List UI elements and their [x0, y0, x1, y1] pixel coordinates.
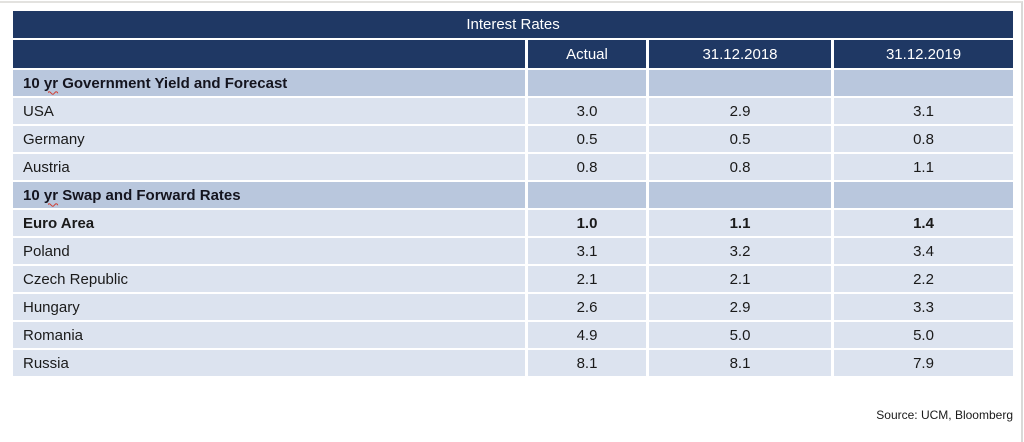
table-row-poland: Poland 3.1 3.2 3.4 [13, 238, 1014, 264]
cell-value: 2.9 [649, 294, 831, 320]
cell-value [834, 182, 1014, 208]
cell-value: 2.1 [528, 266, 646, 292]
table-row-romania: Romania 4.9 5.0 5.0 [13, 322, 1014, 348]
section-row-swap-forward: 10 yr Swap and Forward Rates [13, 182, 1014, 208]
cell-value: 8.1 [649, 350, 831, 376]
table-row-euro-area: Euro Area 1.0 1.1 1.4 [13, 210, 1014, 236]
cell-label: Poland [13, 238, 525, 264]
cell-value: 0.5 [528, 126, 646, 152]
table-row-russia: Russia 8.1 8.1 7.9 [13, 350, 1014, 376]
table-row-austria: Austria 0.8 0.8 1.1 [13, 154, 1014, 180]
cell-value: 3.0 [528, 98, 646, 124]
cell-label: Russia [13, 350, 525, 376]
cell-value: 1.0 [528, 210, 646, 236]
table-row-germany: Germany 0.5 0.5 0.8 [13, 126, 1014, 152]
section-label: 10 yr Government Yield and Forecast [13, 70, 525, 96]
cell-label: Germany [13, 126, 525, 152]
cell-value: 0.8 [528, 154, 646, 180]
section-label-suffix: Government Yield and Forecast [58, 74, 288, 92]
cell-value: 3.1 [528, 238, 646, 264]
cell-label: USA [13, 98, 525, 124]
cell-value [834, 70, 1014, 96]
cell-value: 5.0 [834, 322, 1014, 348]
cell-value: 1.1 [649, 210, 831, 236]
table-title: Interest Rates [13, 11, 1014, 38]
table-title-row: Interest Rates [13, 11, 1014, 38]
table-row-usa: USA 3.0 2.9 3.1 [13, 98, 1014, 124]
cell-value: 1.4 [834, 210, 1014, 236]
section-label-prefix: 10 [23, 74, 44, 92]
column-header-2018: 31.12.2018 [649, 40, 831, 68]
column-header-2019: 31.12.2019 [834, 40, 1014, 68]
cell-value: 2.6 [528, 294, 646, 320]
column-header-row: Actual 31.12.2018 31.12.2019 [13, 40, 1014, 68]
cell-value: 0.5 [649, 126, 831, 152]
cell-value: 4.9 [528, 322, 646, 348]
cell-value: 2.9 [649, 98, 831, 124]
cell-label: Euro Area [13, 210, 525, 236]
cell-value: 8.1 [528, 350, 646, 376]
cell-value: 2.1 [649, 266, 831, 292]
cell-label: Austria [13, 154, 525, 180]
cell-value [528, 182, 646, 208]
cell-value: 0.8 [834, 126, 1014, 152]
cell-value: 3.4 [834, 238, 1014, 264]
section-label: 10 yr Swap and Forward Rates [13, 182, 525, 208]
section-label-prefix: 10 [23, 186, 44, 204]
cell-value: 0.8 [649, 154, 831, 180]
section-label-suffix: Swap and Forward Rates [58, 186, 241, 204]
table-row-hungary: Hungary 2.6 2.9 3.3 [13, 294, 1014, 320]
cell-value: 1.1 [834, 154, 1014, 180]
cell-label: Czech Republic [13, 266, 525, 292]
cell-value [528, 70, 646, 96]
cell-value [649, 70, 831, 96]
cell-value: 3.3 [834, 294, 1014, 320]
cell-value [649, 182, 831, 208]
cell-value: 3.2 [649, 238, 831, 264]
table-row-czech-republic: Czech Republic 2.1 2.1 2.2 [13, 266, 1014, 292]
column-header-actual: Actual [528, 40, 646, 68]
section-label-misspelled-word: yr [43, 186, 59, 204]
cell-value: 2.2 [834, 266, 1014, 292]
interest-rates-table-wrap: Interest Rates Actual 31.12.2018 31.12.2… [10, 9, 1016, 378]
interest-rates-table: Interest Rates Actual 31.12.2018 31.12.2… [10, 9, 1016, 378]
cell-label: Hungary [13, 294, 525, 320]
cell-value: 3.1 [834, 98, 1014, 124]
cell-value: 5.0 [649, 322, 831, 348]
column-header-empty [13, 40, 525, 68]
section-row-government-yield: 10 yr Government Yield and Forecast [13, 70, 1014, 96]
cell-value: 7.9 [834, 350, 1014, 376]
source-attribution: Source: UCM, Bloomberg [876, 408, 1013, 422]
section-label-misspelled-word: yr [43, 74, 59, 92]
cell-label: Romania [13, 322, 525, 348]
